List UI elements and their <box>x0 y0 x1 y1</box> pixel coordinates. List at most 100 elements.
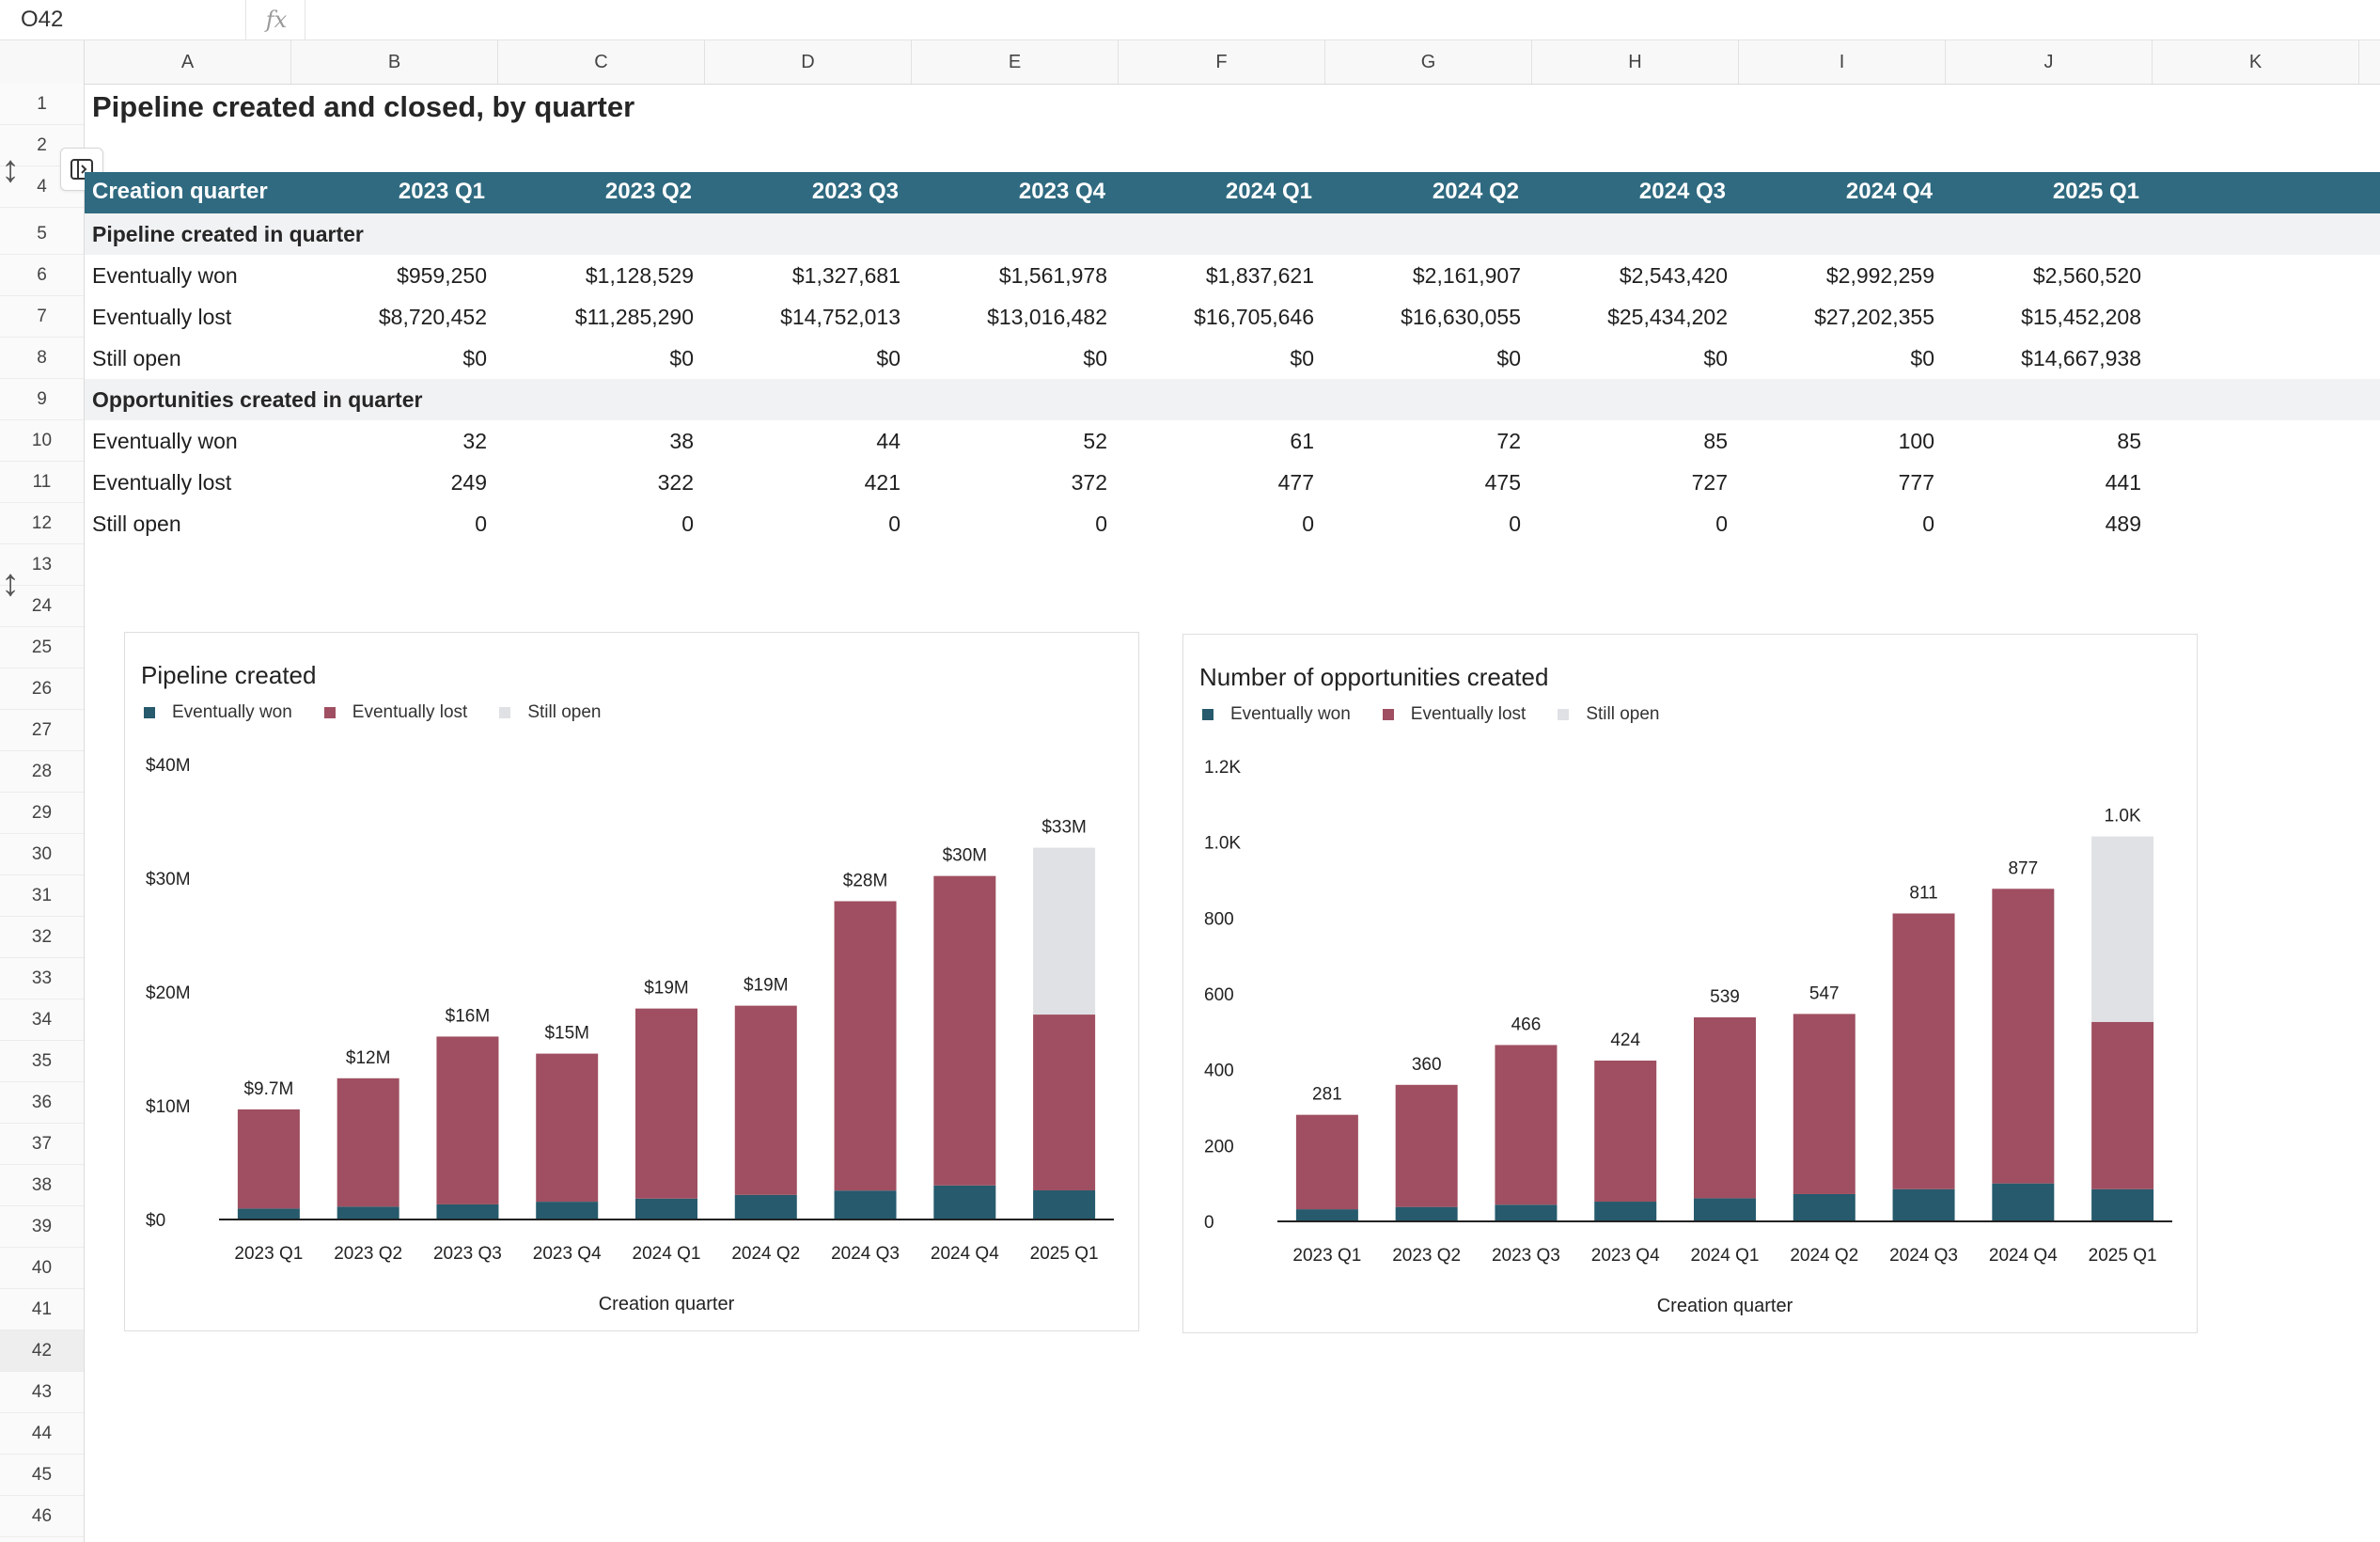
pipeline-won-cell[interactable]: $2,992,259 <box>1825 263 1934 288</box>
formula-input[interactable] <box>306 0 2374 39</box>
row-header[interactable]: 45 <box>0 1455 84 1496</box>
pipeline-lost-cell[interactable]: $27,202,355 <box>1814 305 1934 329</box>
opps-open-cell[interactable]: 0 <box>475 511 487 536</box>
pipeline-open-cell[interactable]: $14,667,938 <box>2021 346 2141 370</box>
row-header[interactable]: 8 <box>0 338 84 379</box>
header-quarter-cell[interactable]: 2024 Q2 <box>1432 179 1519 204</box>
row-header[interactable]: 4 <box>0 166 84 208</box>
row-header-selected[interactable]: 42 <box>0 1330 84 1372</box>
section-label-opportunities[interactable]: Opportunities created in quarter <box>92 387 423 412</box>
pipeline-won-label[interactable]: Eventually won <box>92 263 238 288</box>
opps-lost-cell[interactable]: 421 <box>864 470 900 495</box>
pipeline-open-label[interactable]: Still open <box>92 346 181 370</box>
pipeline-won-cell[interactable]: $959,250 <box>397 263 487 288</box>
opps-lost-cell[interactable]: 777 <box>1898 470 1934 495</box>
opps-open-cell[interactable]: 0 <box>1302 511 1314 536</box>
opps-open-cell[interactable]: 0 <box>1922 511 1934 536</box>
column-header-a[interactable]: A <box>85 40 291 84</box>
row-header[interactable]: 38 <box>0 1165 84 1206</box>
row-header[interactable]: 5 <box>0 213 84 255</box>
pipeline-lost-label[interactable]: Eventually lost <box>92 305 232 329</box>
column-header-d[interactable]: D <box>705 40 912 84</box>
row-header[interactable]: 35 <box>0 1041 84 1082</box>
opps-won-cell[interactable]: 52 <box>1083 429 1107 453</box>
row-header[interactable]: 39 <box>0 1206 84 1248</box>
pipeline-open-cell[interactable]: $0 <box>1910 346 1934 370</box>
opps-won-cell[interactable]: 100 <box>1898 429 1934 453</box>
row-header[interactable]: 29 <box>0 793 84 834</box>
pipeline-open-cell[interactable]: $0 <box>1496 346 1521 370</box>
opps-lost-label[interactable]: Eventually lost <box>92 470 232 495</box>
pipeline-lost-cell[interactable]: $13,016,482 <box>987 305 1107 329</box>
legend-item-open[interactable]: Still open <box>499 702 601 723</box>
opps-open-cell[interactable]: 489 <box>2105 511 2141 536</box>
row-header[interactable]: 37 <box>0 1124 84 1165</box>
opps-won-cell[interactable]: 85 <box>1703 429 1728 453</box>
column-header-i[interactable]: I <box>1739 40 1946 84</box>
row-header[interactable]: 10 <box>0 420 84 462</box>
row-header[interactable]: 40 <box>0 1248 84 1289</box>
row-header[interactable]: 6 <box>0 255 84 296</box>
column-header-g[interactable]: G <box>1325 40 1532 84</box>
opps-lost-cell[interactable]: 441 <box>2105 470 2141 495</box>
pipeline-won-cell[interactable]: $1,837,621 <box>1205 263 1314 288</box>
header-quarter-cell[interactable]: 2024 Q4 <box>1845 179 1933 204</box>
column-header-c[interactable]: C <box>498 40 705 84</box>
column-header-k[interactable]: K <box>2153 40 2359 84</box>
pipeline-won-cell[interactable]: $1,561,978 <box>998 263 1107 288</box>
header-quarter-cell[interactable]: 2023 Q3 <box>811 179 899 204</box>
opps-lost-cell[interactable]: 249 <box>450 470 487 495</box>
legend-item-lost[interactable]: Eventually lost <box>1382 704 1526 725</box>
row-header[interactable]: 9 <box>0 379 84 420</box>
opps-won-cell[interactable]: 85 <box>2117 429 2141 453</box>
opps-won-cell[interactable]: 44 <box>876 429 900 453</box>
legend-item-open[interactable]: Still open <box>1558 704 1659 725</box>
pipeline-open-cell[interactable]: $0 <box>1290 346 1314 370</box>
chart-pipeline-created[interactable]: Pipeline created Eventually won Eventual… <box>124 632 1139 1331</box>
opps-won-cell[interactable]: 61 <box>1290 429 1314 453</box>
header-quarter-cell[interactable]: 2023 Q1 <box>398 179 485 204</box>
select-all-corner[interactable] <box>0 40 85 84</box>
row-header[interactable]: 34 <box>0 999 84 1041</box>
pipeline-lost-cell[interactable]: $14,752,013 <box>780 305 900 329</box>
header-quarter-cell[interactable]: 2024 Q1 <box>1225 179 1312 204</box>
header-quarter-cell[interactable]: 2025 Q1 <box>2052 179 2139 204</box>
pipeline-open-cell[interactable]: $0 <box>1083 346 1107 370</box>
row-header[interactable]: 7 <box>0 296 84 338</box>
opps-won-cell[interactable]: 32 <box>462 429 487 453</box>
opps-won-cell[interactable]: 72 <box>1496 429 1521 453</box>
column-header-h[interactable]: H <box>1532 40 1739 84</box>
row-header[interactable]: 30 <box>0 834 84 875</box>
pipeline-open-cell[interactable]: $0 <box>462 346 487 370</box>
row-header[interactable]: 11 <box>0 462 84 503</box>
chart-opportunities-created[interactable]: Number of opportunities created Eventual… <box>1182 634 2198 1333</box>
row-header[interactable]: 33 <box>0 958 84 999</box>
pipeline-lost-cell[interactable]: $8,720,452 <box>378 305 487 329</box>
pipeline-won-cell[interactable]: $2,560,520 <box>2032 263 2141 288</box>
sheet-title[interactable]: Pipeline created and closed, by quarter <box>92 90 635 123</box>
expand-rows-icon[interactable]: ↕ <box>1 149 20 190</box>
row-header[interactable]: 25 <box>0 627 84 669</box>
opps-lost-cell[interactable]: 322 <box>657 470 694 495</box>
column-header-f[interactable]: F <box>1119 40 1325 84</box>
pipeline-won-cell[interactable]: $2,161,907 <box>1412 263 1521 288</box>
row-header[interactable]: 13 <box>0 544 84 586</box>
opps-open-cell[interactable]: 0 <box>888 511 900 536</box>
column-header-j[interactable]: J <box>1946 40 2153 84</box>
opps-lost-cell[interactable]: 477 <box>1277 470 1314 495</box>
pipeline-lost-cell[interactable]: $16,705,646 <box>1194 305 1314 329</box>
column-header-b[interactable]: B <box>291 40 498 84</box>
pipeline-lost-cell[interactable]: $25,434,202 <box>1607 305 1728 329</box>
opps-open-cell[interactable]: 0 <box>681 511 694 536</box>
expand-rows-icon[interactable]: ↕ <box>1 562 20 604</box>
pipeline-won-cell[interactable]: $2,543,420 <box>1619 263 1728 288</box>
row-header[interactable]: 24 <box>0 586 84 627</box>
column-header-e[interactable]: E <box>912 40 1119 84</box>
header-label-cell[interactable]: Creation quarter <box>92 179 268 204</box>
legend-item-won[interactable]: Eventually won <box>144 702 292 723</box>
opps-won-cell[interactable]: 38 <box>669 429 694 453</box>
row-header[interactable]: 32 <box>0 917 84 958</box>
row-header[interactable]: 44 <box>0 1413 84 1455</box>
opps-open-label[interactable]: Still open <box>92 511 181 536</box>
row-header[interactable]: 26 <box>0 669 84 710</box>
